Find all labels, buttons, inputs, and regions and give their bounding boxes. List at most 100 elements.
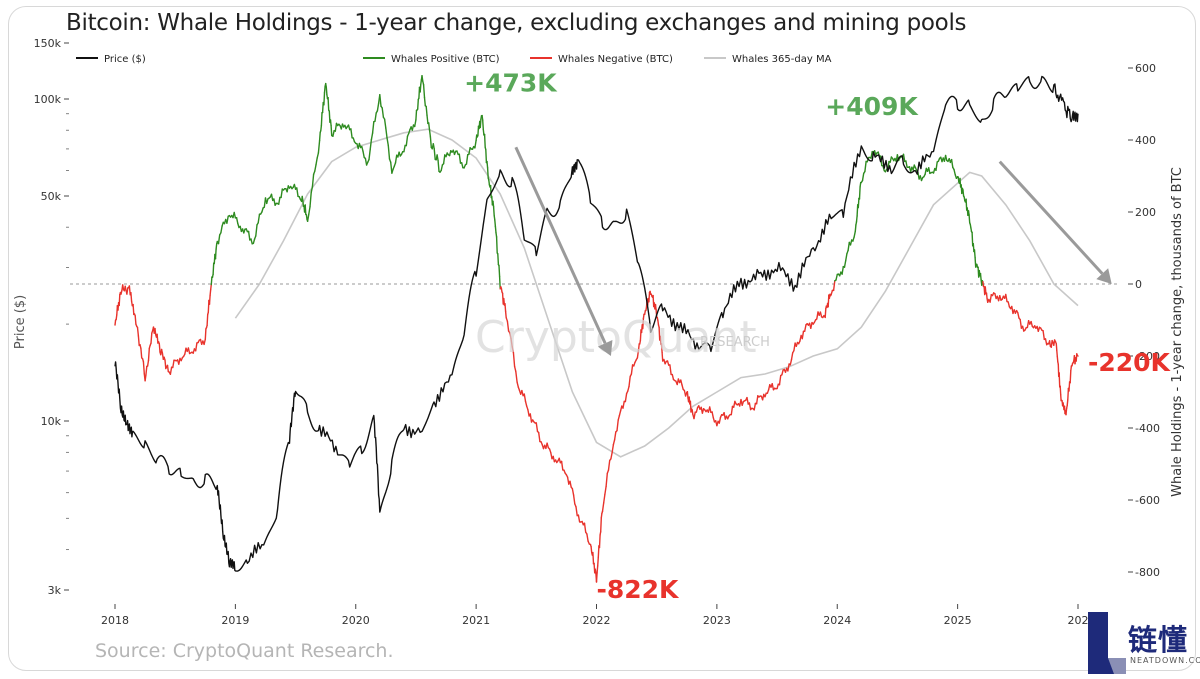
whales-segment [905,160,908,168]
whales-segment [483,133,486,149]
whales-segment [203,338,207,346]
whales-segment [419,83,422,93]
right-tick-label: -400 [1135,422,1160,435]
whales-segment [535,422,539,433]
whales-segment [832,280,836,292]
whales-segment [485,148,488,164]
x-tick-label: 2022 [583,614,611,627]
whales-segment [433,147,436,161]
whales-segment [1021,325,1025,332]
whales-segment [423,96,426,107]
logo-icon [1088,612,1126,674]
whales-segment [516,381,519,388]
whales-segment [618,410,622,417]
whales-segment [310,186,314,194]
whales-segment [597,556,599,567]
right-tick-label: 0 [1135,278,1142,291]
whales-segment [753,402,757,411]
whales-segment [147,347,151,362]
whales-segment [790,352,794,361]
whales-segment [695,406,699,413]
whales-segment [830,289,834,296]
legend-label: Whales Negative (BTC) [558,54,673,65]
whales-segment [320,124,323,132]
whales-segment [247,230,251,241]
whales-segment [311,173,315,188]
whales-segment [137,335,140,347]
whales-segment [1030,320,1034,327]
whales-segment [669,364,672,376]
whales-segment [510,337,513,348]
whales-segment [492,200,495,208]
x-tick-label: 202 [1068,614,1089,627]
whales-segment [362,150,365,159]
whales-segment [134,315,137,325]
whales-segment [214,248,217,260]
whales-segment [511,346,515,353]
whales-segment [1044,338,1048,346]
whales-segment [858,186,861,200]
x-tick-label: 2021 [462,614,490,627]
x-tick-label: 2023 [703,614,731,627]
whales-segment [711,411,714,419]
whales-segment [437,160,440,173]
whales-segment [334,122,338,132]
right-tick-label: -800 [1135,566,1160,579]
whales-segment [957,176,960,183]
annotation-label: +409K [825,92,919,121]
whales-segment [607,459,611,471]
trend-arrow-head [597,339,613,356]
whales-segment [504,310,507,319]
whales-segment [305,214,308,221]
whales-segment [318,131,321,142]
whales-segment [529,413,533,423]
whales-segment [194,342,198,352]
whales-segment [648,291,651,303]
whales-segment [1066,399,1069,407]
whales-segment [950,158,954,169]
whales-segment [482,128,485,136]
right-tick-label: 200 [1135,206,1156,219]
whales-segment [371,121,375,134]
whales-segment [789,358,793,366]
whales-segment [266,198,269,205]
whales-segment [982,281,985,288]
whales-segment [1065,407,1068,416]
whales-segment [577,514,581,523]
whales-segment [617,414,621,421]
x-tick-label: 2020 [342,614,370,627]
whales-segment [654,303,657,311]
whales-segment [600,512,603,519]
whales-segment [273,198,276,207]
whales-segment [864,160,867,173]
whales-segment [661,351,664,362]
whales-segment [172,359,175,369]
series-ma [234,128,1079,458]
whales-segment [302,199,305,208]
whales-segment [314,164,317,172]
whales-segment [985,292,988,300]
whales-segment [605,472,608,488]
whales-segment [306,213,310,223]
trend-arrow-shaft [514,146,607,344]
whales-segment [824,307,827,319]
right-tick-label: -600 [1135,494,1160,507]
whales-segment [114,319,117,326]
whales-segment [604,485,607,495]
whales-segment [494,225,497,234]
whales-segment [417,98,419,110]
whales-segment [509,332,512,340]
left-tick-label: 3k [48,584,62,597]
series-whales [114,74,1079,583]
whales-segment [429,136,432,149]
whales-segment [595,572,598,583]
x-tick-label: 2024 [823,614,851,627]
whales-segment [755,395,759,405]
whales-segment [628,375,631,388]
whales-segment [235,216,239,225]
whales-segment [953,168,956,176]
whales-segment [492,206,495,217]
whales-segment [394,154,398,164]
y-axis-left-label: Price ($) [13,295,28,349]
whales-segment [420,79,423,86]
